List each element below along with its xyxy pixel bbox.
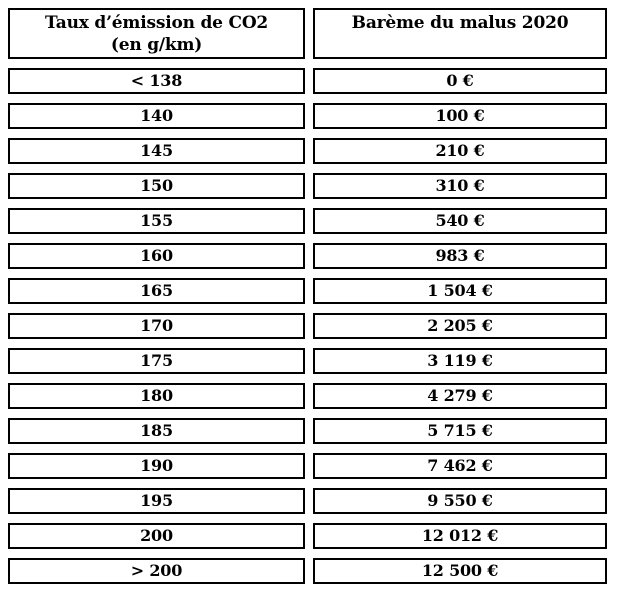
malus-cell: 0 € (313, 68, 607, 94)
taux-co2-value: 165 (140, 281, 173, 300)
taux-co2-value: 175 (140, 351, 173, 370)
taux-co2-value: 190 (140, 456, 173, 475)
malus-cell: 1 504 € (313, 278, 607, 304)
taux-co2-cell: 190 (8, 453, 305, 479)
column-header-bareme-malus: Barème du malus 2020 (313, 8, 607, 59)
malus-value: 12 500 € (421, 561, 499, 580)
taux-co2-value: 180 (140, 386, 173, 405)
malus-value: 310 € (435, 176, 485, 195)
malus-cell: 5 715 € (313, 418, 607, 444)
taux-co2-cell: 145 (8, 138, 305, 164)
malus-value: 5 715 € (427, 421, 493, 440)
taux-co2-value: 155 (140, 211, 173, 230)
malus-value: 0 € (446, 71, 474, 90)
taux-co2-cell: 170 (8, 313, 305, 339)
taux-co2-value: 145 (140, 141, 173, 160)
malus-cell: 310 € (313, 173, 607, 199)
taux-co2-value: < 138 (130, 71, 183, 90)
taux-co2-cell: 200 (8, 523, 305, 549)
taux-co2-value: 195 (140, 491, 173, 510)
malus-cell: 4 279 € (313, 383, 607, 409)
malus-cell: 3 119 € (313, 348, 607, 374)
taux-co2-cell: < 138 (8, 68, 305, 94)
malus-cell: 540 € (313, 208, 607, 234)
malus-value: 12 012 € (421, 526, 499, 545)
malus-cell: 7 462 € (313, 453, 607, 479)
taux-co2-value: > 200 (130, 561, 183, 580)
malus-value: 7 462 € (427, 456, 493, 475)
taux-co2-cell: 175 (8, 348, 305, 374)
taux-co2-cell: 150 (8, 173, 305, 199)
malus-value: 540 € (435, 211, 485, 230)
taux-co2-cell: 195 (8, 488, 305, 514)
taux-co2-value: 200 (140, 526, 173, 545)
taux-co2-cell: 140 (8, 103, 305, 129)
malus-cell: 12 012 € (313, 523, 607, 549)
malus-value: 210 € (435, 141, 485, 160)
taux-co2-value: 160 (140, 246, 173, 265)
taux-co2-value: 150 (140, 176, 173, 195)
malus-cell: 100 € (313, 103, 607, 129)
taux-co2-cell: 160 (8, 243, 305, 269)
taux-co2-cell: > 200 (8, 558, 305, 584)
malus-value: 100 € (435, 106, 485, 125)
malus-value: 4 279 € (427, 386, 493, 405)
taux-co2-value: 140 (140, 106, 173, 125)
malus-value: 9 550 € (427, 491, 493, 510)
malus-cell: 983 € (313, 243, 607, 269)
column-header-taux-co2: Taux d’émission de CO2 (en g/km) (8, 8, 305, 59)
taux-co2-value: 185 (140, 421, 173, 440)
malus-cell: 9 550 € (313, 488, 607, 514)
malus-value: 983 € (435, 246, 485, 265)
malus-value: 2 205 € (427, 316, 493, 335)
malus-cell: 12 500 € (313, 558, 607, 584)
header-taux-line2: (en g/km) (110, 35, 203, 55)
taux-co2-cell: 165 (8, 278, 305, 304)
malus-value: 1 504 € (427, 281, 493, 300)
header-bareme-line1: Barème du malus 2020 (351, 13, 569, 33)
taux-co2-value: 170 (140, 316, 173, 335)
taux-co2-cell: 185 (8, 418, 305, 444)
taux-co2-cell: 155 (8, 208, 305, 234)
malus-cell: 210 € (313, 138, 607, 164)
malus-value: 3 119 € (427, 351, 493, 370)
header-taux-line1: Taux d’émission de CO2 (44, 13, 269, 33)
malus-cell: 2 205 € (313, 313, 607, 339)
taux-co2-cell: 180 (8, 383, 305, 409)
